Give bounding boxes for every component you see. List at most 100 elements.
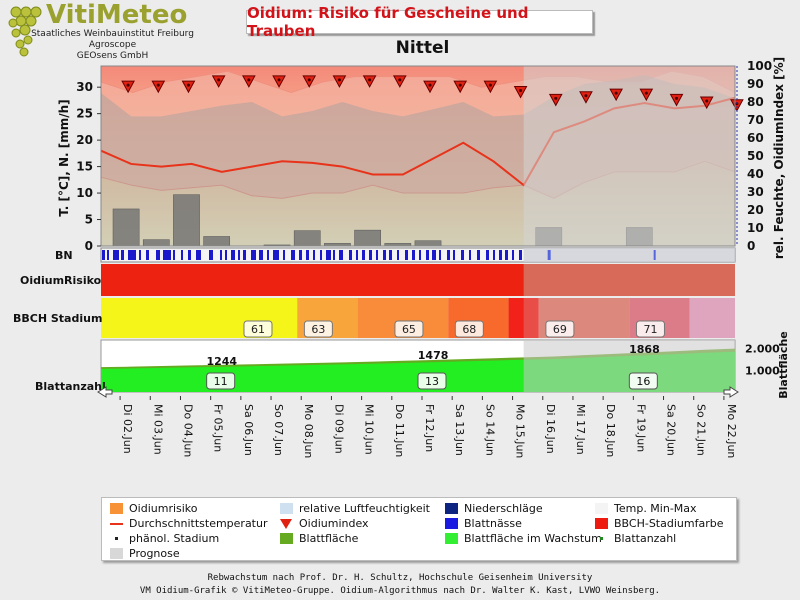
bn-segment-2 bbox=[113, 250, 119, 260]
bn-segment-35 bbox=[369, 250, 372, 260]
legend-label: phänol. Stadium bbox=[129, 532, 220, 545]
leaf-count-box-2 bbox=[628, 372, 658, 390]
legend-item-5: Oidiumindex bbox=[280, 517, 369, 530]
bn-segment-39 bbox=[397, 250, 399, 260]
bn-segment-53 bbox=[499, 250, 502, 260]
oidium-marker-12 bbox=[483, 80, 498, 94]
right-axis-label: rel. Feuchte, OidiumIndex [%] bbox=[772, 57, 786, 259]
bn-segment-33 bbox=[356, 250, 358, 260]
legend-item-7: BBCH-Stadiumfarbe bbox=[595, 517, 723, 530]
bn-segment-27 bbox=[313, 250, 315, 260]
legend: Oidiumrisiko relative Luftfeuchtigkeit Nie… bbox=[101, 497, 737, 561]
scroll-right-icon[interactable] bbox=[723, 386, 739, 398]
left-tick-30: 30 bbox=[76, 80, 93, 94]
bn-segment-0 bbox=[102, 250, 105, 260]
bbch-box-68 bbox=[454, 320, 484, 338]
bn-segment-3 bbox=[121, 250, 124, 260]
oidium-marker-17 bbox=[639, 88, 654, 102]
bn-segment-48 bbox=[461, 250, 464, 260]
date-label-10: Fr 12.Jun bbox=[423, 404, 436, 452]
leaf-count-box-0 bbox=[206, 372, 236, 390]
bn-forecast-mark-1 bbox=[547, 250, 551, 260]
bn-segment-41 bbox=[412, 250, 415, 260]
legend-item-0: Oidiumrisiko bbox=[110, 502, 198, 515]
oidium-marker-9 bbox=[392, 75, 407, 88]
oidium-marker-dot-7 bbox=[337, 78, 341, 82]
bbch-label: BBCH Stadium bbox=[13, 312, 102, 325]
legend-item-2: Niederschläge bbox=[445, 502, 543, 515]
logo-line-2: Agroscope bbox=[88, 40, 137, 50]
leaf-axis-tick-1: 2.000 bbox=[745, 343, 780, 356]
bbch-box-63 bbox=[303, 320, 333, 338]
bn-segment-54 bbox=[505, 250, 508, 260]
oidium-marker-2 bbox=[181, 80, 196, 94]
oidium-marker-dot-4 bbox=[247, 78, 251, 82]
precip-bar-6 bbox=[293, 230, 321, 247]
bn-segment-4 bbox=[128, 250, 136, 260]
legend-label: relative Luftfeuchtigkeit bbox=[299, 502, 430, 515]
bbch-box-65 bbox=[394, 320, 424, 338]
bn-segment-14 bbox=[220, 250, 222, 260]
legend-label: Temp. Min-Max bbox=[614, 502, 697, 515]
bn-segment-6 bbox=[146, 250, 149, 260]
bn-segment-1 bbox=[107, 250, 109, 260]
bn-segment-13 bbox=[209, 250, 213, 260]
right-tick-40: 40 bbox=[747, 167, 764, 181]
left-tick-25: 25 bbox=[76, 107, 93, 121]
bbch-code-63: 63 bbox=[311, 323, 325, 336]
oidium-marker-16 bbox=[609, 88, 623, 102]
legend-swatch-icon bbox=[595, 503, 608, 514]
legend-label: Durchschnittstemperatur bbox=[129, 517, 268, 530]
logo-line-1: Staatliches Weinbauinstitut Freiburg bbox=[31, 29, 194, 39]
precip-bar-1 bbox=[142, 239, 170, 247]
leaf-axis-tick-0: 1.000 bbox=[745, 364, 780, 377]
oidium-marker-8 bbox=[362, 75, 377, 88]
date-label-12: So 14.Jun bbox=[483, 404, 496, 456]
oidium-marker-dot-9 bbox=[398, 78, 402, 82]
oidium-marker-14 bbox=[548, 93, 563, 107]
legend-swatch-icon bbox=[445, 518, 458, 529]
leaf-axis-label: Blattfläche bbox=[777, 331, 790, 398]
bn-segment-52 bbox=[493, 250, 495, 260]
legend-label: Oidiumindex bbox=[299, 517, 369, 530]
bn-segment-11 bbox=[188, 250, 191, 260]
bbch-box-69 bbox=[545, 320, 575, 338]
bbch-code-69: 69 bbox=[553, 323, 567, 336]
bn-segment-19 bbox=[251, 250, 256, 260]
date-label-3: Fr 05.Jun bbox=[212, 404, 225, 452]
scroll-left-icon[interactable] bbox=[97, 386, 113, 398]
legend-swatch-icon bbox=[110, 503, 123, 514]
leaf-label: Blattanzahl bbox=[35, 380, 106, 393]
bn-segment-45 bbox=[439, 250, 441, 260]
right-tick-90: 90 bbox=[747, 77, 764, 91]
date-label-11: Sa 13.Jun bbox=[453, 404, 466, 456]
left-tick-0: 0 bbox=[85, 239, 93, 253]
oidium-marker-dot-16 bbox=[614, 91, 618, 95]
oidium-marker-6 bbox=[302, 75, 317, 88]
oidium-marker-13 bbox=[513, 85, 528, 99]
legend-label: Blattanzahl bbox=[614, 532, 677, 545]
date-label-20: Mo 22.Jun bbox=[725, 404, 738, 458]
oidium-marker-dot-14 bbox=[554, 96, 558, 100]
date-label-17: Fr 19.Jun bbox=[634, 404, 647, 452]
date-label-2: Do 04.Jun bbox=[181, 404, 194, 457]
right-tick-80: 80 bbox=[747, 95, 764, 109]
oidium-marker-dot-11 bbox=[458, 83, 462, 87]
bn-segment-37 bbox=[383, 250, 386, 260]
bn-segment-49 bbox=[469, 250, 471, 260]
bn-segment-31 bbox=[339, 250, 343, 260]
right-tick-10: 10 bbox=[747, 221, 764, 235]
bbch-box-61 bbox=[243, 320, 273, 338]
right-tick-100: 100 bbox=[747, 59, 772, 73]
bbch-code-68: 68 bbox=[462, 323, 476, 336]
bn-segment-20 bbox=[259, 250, 263, 260]
bn-segment-40 bbox=[405, 250, 408, 260]
bn-segment-30 bbox=[333, 250, 335, 260]
leaf-count-1: 13 bbox=[425, 375, 439, 388]
oidium-marker-19 bbox=[699, 96, 714, 110]
date-label-0: Di 02.Jun bbox=[121, 404, 134, 454]
left-tick-10: 10 bbox=[76, 186, 93, 200]
left-tick-20: 20 bbox=[76, 133, 93, 147]
legend-item-1: relative Luftfeuchtigkeit bbox=[280, 502, 430, 515]
date-label-9: Do 11.Jun bbox=[393, 404, 406, 457]
